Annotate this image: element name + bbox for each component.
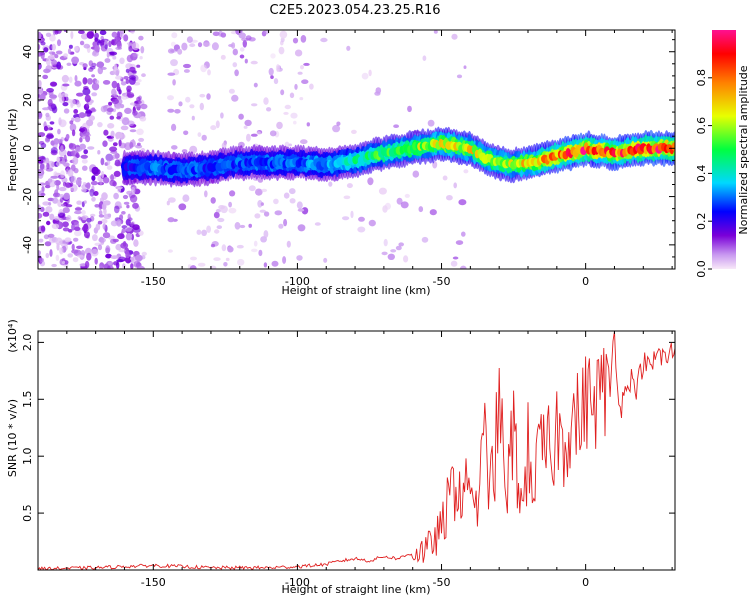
y-tick-label: -40 — [21, 236, 34, 254]
colorbar: 0.0 0.2 0.4 0.6 0.8 Normalized spectral ampl… — [695, 30, 750, 278]
colorbar-label: Normalized spectral amplitude — [737, 65, 750, 234]
x-tick-label: -150 — [141, 576, 166, 589]
x-tick-label: 0 — [582, 576, 589, 589]
colorbar-ticks: 0.0 0.2 0.4 0.6 0.8 — [695, 69, 712, 278]
spectrogram-x-ticks: -150 -100 -50 0 — [37, 30, 673, 288]
x-tick-label: -50 — [433, 275, 451, 288]
y-tick-label: 20 — [21, 93, 34, 107]
x-tick-label: -100 — [285, 275, 310, 288]
spectrogram-panel: -150 -100 -50 0 -40 -20 0 20 40 Height of strai… — [6, 29, 676, 297]
y-tick-label: -20 — [21, 188, 34, 206]
y-tick-label: 2.0 — [21, 334, 34, 352]
snr-series — [38, 331, 675, 570]
y-tick-label: 40 — [21, 45, 34, 59]
snr-y-label: SNR (10 * v/v) — [6, 399, 19, 477]
y-tick-label: 0.5 — [21, 504, 34, 522]
snr-x-label: Height of straight line (km) — [281, 583, 430, 596]
spectrogram-noise — [38, 30, 470, 269]
snr-y-multiplier: (x10⁴) — [6, 319, 19, 353]
x-tick-label: -50 — [433, 576, 451, 589]
snr-x-ticks: -150 -100 -50 0 — [37, 331, 673, 589]
spectrogram-y-label: Frequency (Hz) — [6, 109, 19, 192]
snr-line — [38, 331, 675, 570]
colorbar-tick-label: 0.6 — [695, 117, 708, 135]
snr-panel: -150 -100 -50 0 0.5 1.0 1.5 2.0 Height of stra… — [6, 319, 676, 596]
y-tick-label: 1.5 — [21, 391, 34, 409]
colorbar-tick-label: 0.0 — [695, 260, 708, 278]
snr-y-ticks: 0.5 1.0 1.5 2.0 — [21, 334, 675, 522]
colorbar-tick-label: 0.2 — [695, 212, 708, 230]
colorbar-gradient — [712, 30, 736, 269]
spectrogram-frame — [37, 29, 676, 270]
x-tick-label: -100 — [285, 576, 310, 589]
snr-frame — [37, 330, 676, 571]
y-tick-label: 1.0 — [21, 447, 34, 465]
spectrogram-ridge — [120, 126, 675, 188]
x-tick-label: -150 — [141, 275, 166, 288]
spectrogram-y-ticks: -40 -20 0 20 40 — [21, 39, 675, 270]
x-tick-label: 0 — [582, 275, 589, 288]
colorbar-tick-label: 0.4 — [695, 165, 708, 183]
figure-title: C2E5.2023.054.23.25.R16 — [269, 3, 440, 18]
colorbar-tick-label: 0.8 — [695, 69, 708, 87]
spectrogram-x-label: Height of straight line (km) — [281, 284, 430, 297]
y-tick-label: 0 — [21, 145, 34, 152]
